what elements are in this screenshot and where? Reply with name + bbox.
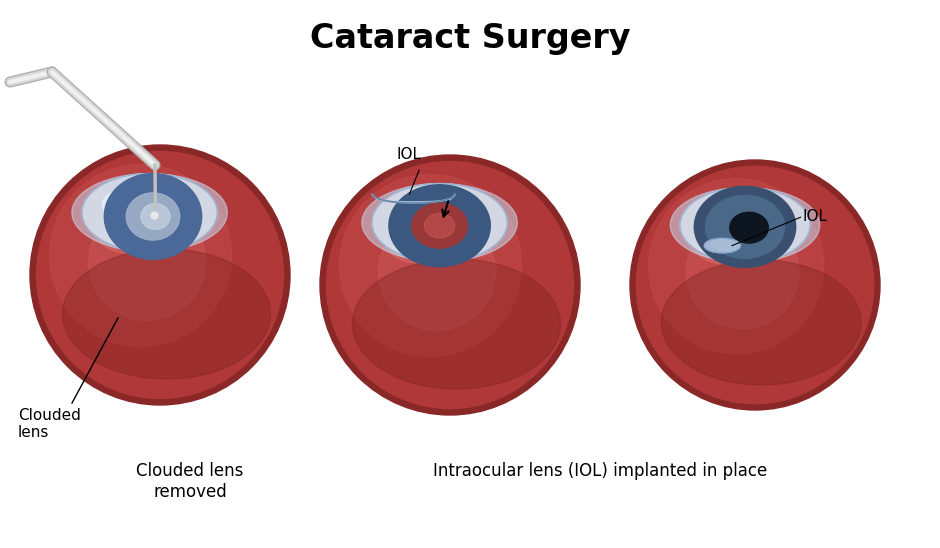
Text: Cataract Surgery: Cataract Surgery xyxy=(310,22,630,55)
Ellipse shape xyxy=(695,186,795,267)
Polygon shape xyxy=(372,194,455,203)
Ellipse shape xyxy=(126,193,180,240)
Ellipse shape xyxy=(636,166,874,404)
Ellipse shape xyxy=(326,162,573,408)
Ellipse shape xyxy=(670,187,820,262)
Ellipse shape xyxy=(104,174,202,259)
Ellipse shape xyxy=(705,195,785,259)
Ellipse shape xyxy=(686,216,799,329)
Ellipse shape xyxy=(50,164,231,346)
Ellipse shape xyxy=(37,151,284,398)
Ellipse shape xyxy=(704,238,740,253)
Ellipse shape xyxy=(30,145,290,405)
Ellipse shape xyxy=(649,179,823,354)
Ellipse shape xyxy=(320,155,580,415)
Ellipse shape xyxy=(412,203,467,248)
Ellipse shape xyxy=(372,184,508,261)
Text: Clouded
lens: Clouded lens xyxy=(18,408,81,441)
Text: Intraocular lens (IOL) implanted in place: Intraocular lens (IOL) implanted in plac… xyxy=(433,462,767,480)
Text: IOL: IOL xyxy=(396,147,421,162)
Ellipse shape xyxy=(362,184,517,261)
Ellipse shape xyxy=(680,187,810,262)
Ellipse shape xyxy=(339,174,522,357)
Ellipse shape xyxy=(630,160,880,410)
Ellipse shape xyxy=(379,214,495,330)
Ellipse shape xyxy=(88,203,206,321)
Ellipse shape xyxy=(82,174,217,252)
Ellipse shape xyxy=(389,185,491,267)
Text: Clouded lens
removed: Clouded lens removed xyxy=(136,462,243,501)
Ellipse shape xyxy=(352,259,560,389)
Ellipse shape xyxy=(661,260,861,385)
Ellipse shape xyxy=(424,213,455,238)
Ellipse shape xyxy=(141,204,170,230)
Ellipse shape xyxy=(71,174,227,252)
Ellipse shape xyxy=(693,219,755,264)
Ellipse shape xyxy=(62,249,271,379)
Ellipse shape xyxy=(699,199,777,236)
Ellipse shape xyxy=(392,195,474,235)
Text: IOL: IOL xyxy=(803,209,827,224)
Ellipse shape xyxy=(95,206,160,253)
Ellipse shape xyxy=(729,212,768,243)
Ellipse shape xyxy=(102,185,183,224)
Ellipse shape xyxy=(385,216,450,263)
